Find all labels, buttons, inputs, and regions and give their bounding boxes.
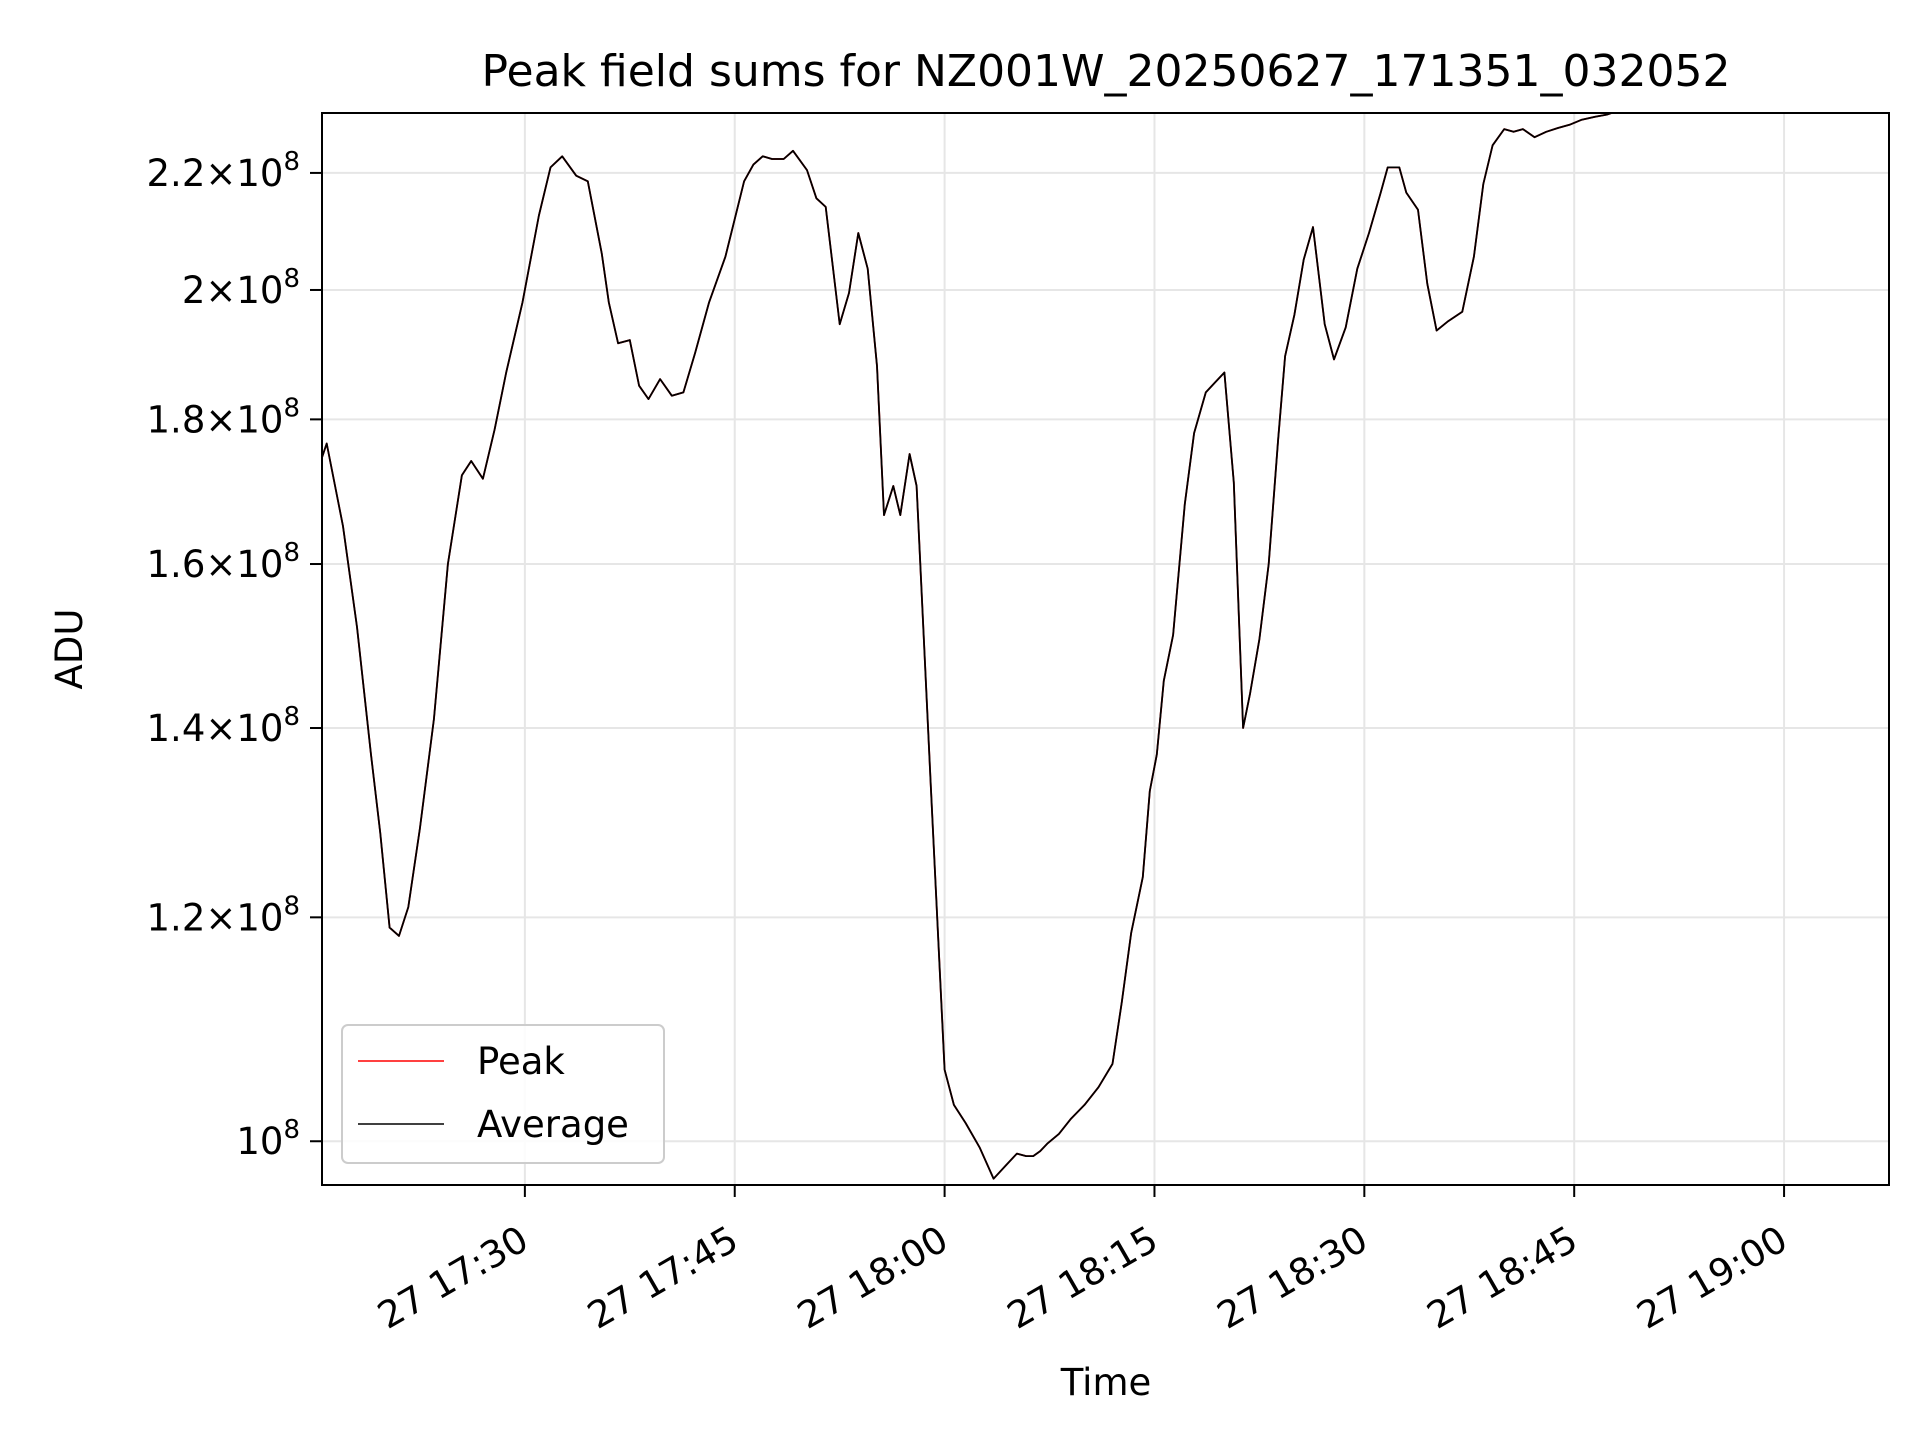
- y-tick-label: 1.6×108: [147, 538, 300, 586]
- legend-box: [341, 1024, 665, 1164]
- y-tick-label: 1.2×108: [147, 891, 300, 939]
- chart-title: Peak field sums for NZ001W_20250627_1713…: [482, 46, 1731, 97]
- y-ticks: 1081.2×1081.4×1081.6×1081.8×1082×1082.2×…: [147, 147, 322, 1163]
- series-line-average: [322, 113, 1612, 1180]
- legend-label-peak: Peak: [477, 1040, 565, 1083]
- y-tick-label: 1.4×108: [147, 702, 300, 750]
- y-tick-label: 1.8×108: [147, 393, 300, 441]
- plot-frame: [321, 112, 1890, 1186]
- x-axis-label: Time: [1060, 1361, 1152, 1404]
- legend: Peak Average: [341, 1024, 665, 1164]
- legend-label-average: Average: [477, 1103, 629, 1146]
- y-tick-label: 2×108: [182, 264, 300, 312]
- y-axis-label: ADU: [48, 609, 91, 690]
- y-tick-label: 2.2×108: [147, 147, 300, 195]
- series-layer: [322, 113, 1612, 1180]
